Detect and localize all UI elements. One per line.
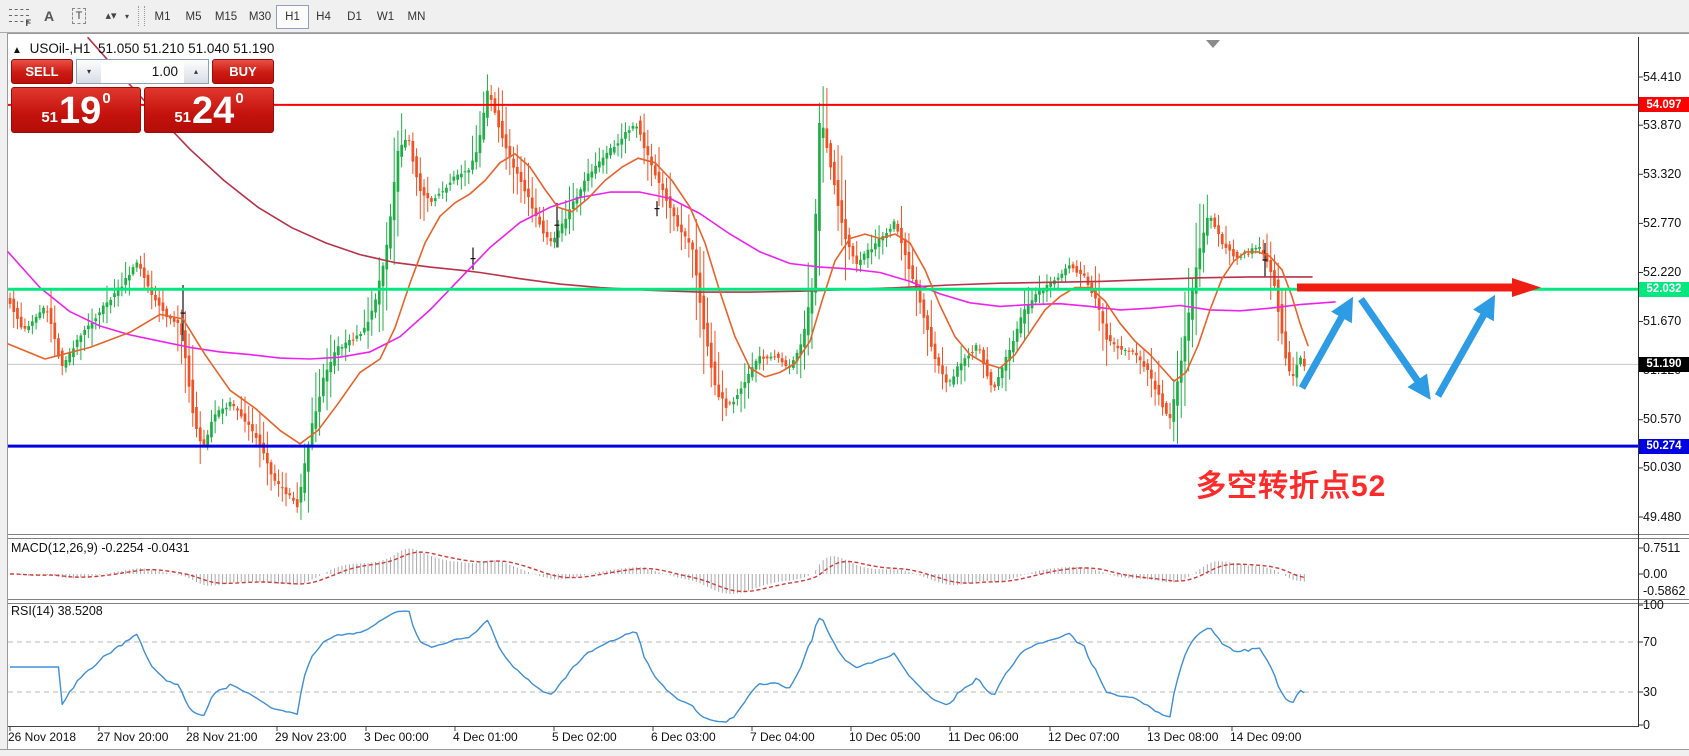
tf-button-M5[interactable]: M5 [185, 11, 202, 23]
time-axis-label: 13 Dec 08:00 [1147, 730, 1219, 744]
macd-title: MACD(12,26,9) -0.2254 -0.0431 [11, 541, 190, 555]
rsi-axis-label: 70 [1643, 635, 1657, 649]
rsi-title: RSI(14) 38.5208 [11, 604, 103, 618]
time-axis-label: 27 Nov 20:00 [97, 730, 169, 744]
volume-input[interactable] [101, 60, 184, 83]
buy-price-display[interactable]: 51 24 0 [144, 87, 274, 133]
low-value: 51.040 [188, 41, 230, 56]
rsi-axis-label: 30 [1643, 685, 1657, 699]
time-axis-label: 4 Dec 01:00 [453, 730, 518, 744]
projection-arrow-blue-up-1[interactable] [1298, 296, 1354, 390]
time-axis-label: 28 Nov 21:00 [186, 730, 258, 744]
candlestick-series [8, 74, 1306, 520]
toolbar-separator [138, 6, 145, 26]
price-tick-label: 52.220 [1643, 264, 1682, 279]
fibonacci-icon[interactable]: F [6, 4, 32, 28]
price-tick-label: 52.770 [1643, 215, 1682, 230]
tf-button-D1[interactable]: D1 [347, 11, 362, 23]
volume-increase-button[interactable]: ▴ [184, 60, 208, 83]
tf-button-M30[interactable]: M30 [248, 11, 272, 23]
label-icon-glyph: T [71, 8, 87, 24]
arrows-dropdown-caret-icon[interactable]: ▾ [120, 4, 134, 28]
projection-arrow-red[interactable] [1297, 278, 1541, 297]
collapse-icon[interactable]: ▲ [12, 45, 22, 56]
macd-axis-label: -0.5862 [1643, 584, 1686, 598]
time-axis-label: 29 Nov 23:00 [275, 730, 347, 744]
arrows-icon[interactable]: ▴▾ [98, 4, 124, 28]
axis-tick-marks [9, 76, 1643, 731]
time-axis-label: 7 Dec 04:00 [750, 730, 815, 744]
high-value: 51.210 [143, 41, 185, 56]
price-tick-label: 51.670 [1643, 314, 1682, 329]
macd-panel-series [10, 548, 1305, 594]
one-click-trading-widget: SELL ▾ ▴ BUY 51 19 0 51 24 0 [11, 59, 274, 133]
price-tick-label: 49.480 [1643, 509, 1682, 524]
panel-separator-rsi[interactable] [8, 599, 1689, 604]
toolbar: F A T ▴▾ ▾ M1 M5 M15 M30 H1 H4 D1 W1 MN [0, 0, 1689, 33]
time-axis-line [8, 726, 1638, 727]
macd-axis-label: 0.7511 [1643, 541, 1681, 555]
arrows-icon-glyph: ▴▾ [105, 9, 117, 22]
open-value: 51.050 [97, 41, 140, 56]
sell-price-sup: 0 [102, 90, 111, 107]
tf-button-H4[interactable]: H4 [316, 11, 331, 23]
price-tick-label: 53.870 [1643, 117, 1682, 132]
rsi-axis-label: 100 [1643, 598, 1664, 612]
volume-decrease-button[interactable]: ▾ [77, 60, 101, 83]
moving-averages [7, 36, 1336, 445]
bid-price-badge: 51.190 [1639, 356, 1689, 372]
time-axis-label: 5 Dec 02:00 [552, 730, 617, 744]
level-badge-resistance: 54.097 [1639, 97, 1689, 113]
buy-price-small: 51 [174, 109, 192, 126]
time-axis-label: 10 Dec 05:00 [849, 730, 921, 744]
close-value: 51.190 [233, 41, 275, 56]
panel-separator-macd[interactable] [8, 534, 1689, 539]
macd-axis-label: 0.00 [1643, 567, 1668, 581]
doji-candles [180, 201, 1268, 342]
price-tick-label: 53.320 [1643, 166, 1682, 181]
tf-button-MN[interactable]: MN [407, 11, 426, 23]
text-icon-glyph: A [43, 8, 55, 24]
sell-price-small: 51 [41, 109, 59, 126]
rsi-panel-series [8, 610, 1638, 723]
time-axis-label: 11 Dec 06:00 [948, 730, 1019, 744]
time-axis-label: 14 Dec 09:00 [1230, 730, 1302, 744]
annotation-text[interactable]: 多空转折点52 [1196, 470, 1387, 503]
fibonacci-icon-glyph: F [9, 7, 31, 28]
level-badge-support: 50.274 [1639, 438, 1689, 454]
price-tick-label: 54.410 [1643, 69, 1682, 84]
price-tick-label: 50.570 [1643, 412, 1682, 427]
projection-arrow-blue-up-2[interactable] [1434, 294, 1496, 398]
label-icon[interactable]: T [66, 4, 92, 28]
buy-price-sup: 0 [235, 90, 244, 107]
buy-button[interactable]: BUY [212, 59, 274, 84]
projection-arrow-blue-down[interactable] [1358, 297, 1431, 400]
tf-button-M15[interactable]: M15 [214, 11, 238, 23]
rsi-axis-label: 0 [1643, 718, 1650, 732]
chart-ohlc-header: ▲ USOil-,H1 51.050 51.210 51.040 51.190 [12, 41, 274, 56]
chart-shift-marker-icon[interactable] [1206, 40, 1220, 48]
time-axis-label: 3 Dec 00:00 [364, 730, 429, 744]
time-axis-label: 12 Dec 07:00 [1048, 730, 1120, 744]
time-axis-label: 6 Dec 03:00 [651, 730, 716, 744]
time-axis-label: 26 Nov 2018 [8, 730, 77, 744]
price-tick-label: 50.030 [1643, 460, 1682, 475]
tf-button-M1[interactable]: M1 [154, 11, 171, 23]
buy-price-big: 24 [192, 90, 235, 132]
sell-price-big: 19 [59, 90, 102, 132]
volume-stepper: ▾ ▴ [76, 59, 209, 84]
symbol-period-label: USOil-,H1 [29, 41, 91, 56]
tf-button-H1[interactable]: H1 [276, 5, 309, 29]
sell-button[interactable]: SELL [11, 59, 73, 84]
text-icon[interactable]: A [36, 4, 62, 28]
status-strip [0, 749, 1689, 756]
caret-glyph: ▾ [124, 11, 129, 21]
price-axis-line [1638, 37, 1639, 727]
tf-button-W1[interactable]: W1 [376, 11, 395, 23]
level-badge-pivot: 52.032 [1639, 281, 1689, 297]
sell-price-display[interactable]: 51 19 0 [11, 87, 141, 133]
